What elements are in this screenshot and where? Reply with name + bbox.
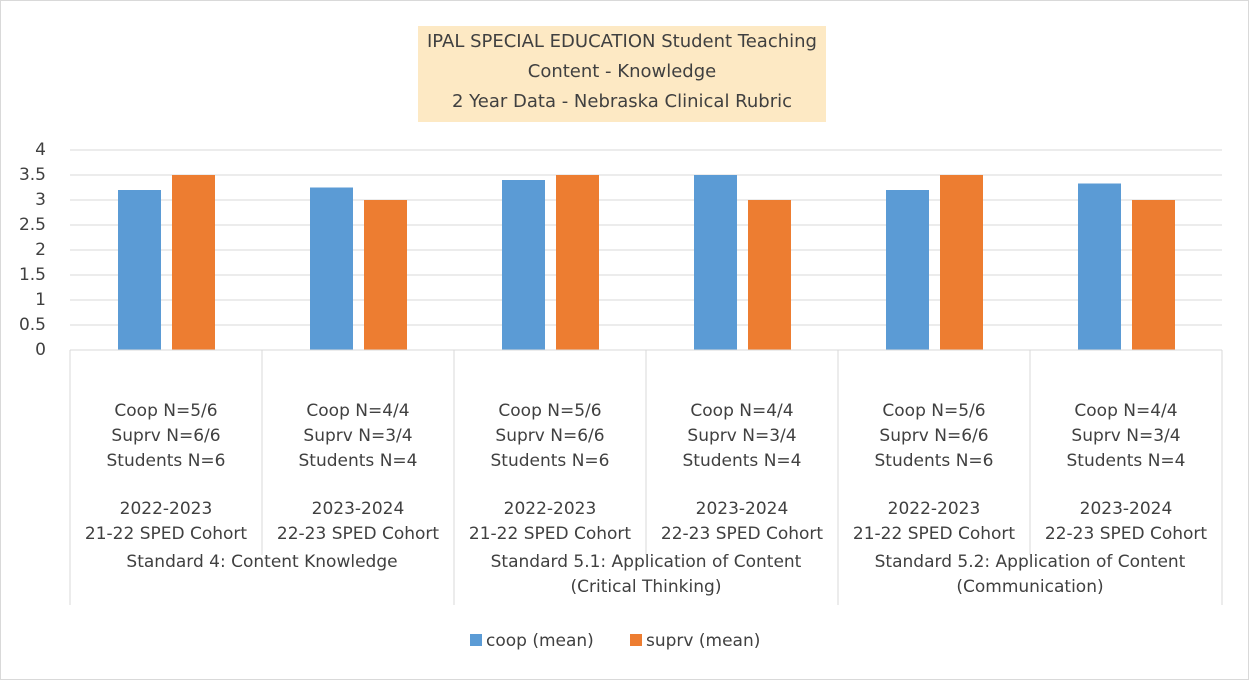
x-tick-label: 22-23 SPED Cohort xyxy=(1045,524,1208,544)
y-tick-label: 1.5 xyxy=(19,265,46,285)
y-tick-label: 0.5 xyxy=(19,315,46,335)
x-tick-label: Coop N=5/6 xyxy=(114,401,217,421)
bar xyxy=(940,175,983,350)
x-tick-label: Coop N=4/4 xyxy=(306,401,409,421)
y-tick-label: 4 xyxy=(35,140,46,160)
y-tick-label: 0 xyxy=(35,340,46,360)
legend-label: coop (mean) xyxy=(486,631,594,651)
x-tick-label: Students N=4 xyxy=(1067,451,1186,471)
bar xyxy=(118,190,161,350)
x-tick-label: Students N=4 xyxy=(683,451,802,471)
x-tick-label: Suprv N=6/6 xyxy=(879,426,988,446)
x-tick-label: 21-22 SPED Cohort xyxy=(85,524,248,544)
x-tick-label: Coop N=4/4 xyxy=(1074,401,1177,421)
bar xyxy=(364,200,407,350)
x-tick-label: Students N=4 xyxy=(299,451,418,471)
x-tick-label: Coop N=4/4 xyxy=(690,401,793,421)
group-label: Standard 4: Content Knowledge xyxy=(126,552,397,572)
x-tick-label: Students N=6 xyxy=(491,451,610,471)
x-tick-label: 2022-2023 xyxy=(504,499,597,519)
group-label: (Communication) xyxy=(956,577,1103,597)
legend-swatch xyxy=(630,634,642,646)
bar xyxy=(748,200,791,350)
x-tick-label: 21-22 SPED Cohort xyxy=(469,524,632,544)
x-tick-label: 2022-2023 xyxy=(888,499,981,519)
chart-title: IPAL SPECIAL EDUCATION Student Teaching xyxy=(427,31,817,52)
x-tick-label: 2023-2024 xyxy=(696,499,789,519)
legend-label: suprv (mean) xyxy=(646,631,760,651)
bar xyxy=(694,175,737,350)
y-tick-label: 1 xyxy=(35,290,46,310)
legend-swatch xyxy=(470,634,482,646)
bar xyxy=(1078,183,1121,350)
bar xyxy=(556,175,599,350)
x-tick-label: 22-23 SPED Cohort xyxy=(661,524,824,544)
group-label: Standard 5.2: Application of Content xyxy=(875,552,1186,572)
x-tick-label: Coop N=5/6 xyxy=(498,401,601,421)
x-tick-label: 2023-2024 xyxy=(1080,499,1173,519)
x-tick-label: Suprv N=6/6 xyxy=(111,426,220,446)
group-label: (Critical Thinking) xyxy=(571,577,722,597)
x-tick-label: Suprv N=6/6 xyxy=(495,426,604,446)
x-tick-label: Suprv N=3/4 xyxy=(1071,426,1180,446)
x-tick-label: 2023-2024 xyxy=(312,499,405,519)
x-tick-label: Suprv N=3/4 xyxy=(687,426,796,446)
bar xyxy=(310,187,353,350)
group-label: Standard 5.1: Application of Content xyxy=(491,552,802,572)
x-tick-label: Students N=6 xyxy=(875,451,994,471)
bar xyxy=(886,190,929,350)
chart-title: 2 Year Data - Nebraska Clinical Rubric xyxy=(452,91,792,112)
y-tick-label: 3.5 xyxy=(19,165,46,185)
x-tick-label: 21-22 SPED Cohort xyxy=(853,524,1016,544)
title-box xyxy=(418,26,826,122)
bar xyxy=(502,180,545,350)
y-tick-label: 3 xyxy=(35,190,46,210)
bar xyxy=(172,175,215,350)
chart-title: Content - Knowledge xyxy=(528,61,716,82)
x-tick-label: 2022-2023 xyxy=(120,499,213,519)
y-tick-label: 2.5 xyxy=(19,215,46,235)
x-tick-label: Suprv N=3/4 xyxy=(303,426,412,446)
x-tick-label: Students N=6 xyxy=(107,451,226,471)
x-tick-label: 22-23 SPED Cohort xyxy=(277,524,440,544)
bar xyxy=(1132,200,1175,350)
y-tick-label: 2 xyxy=(35,240,46,260)
x-tick-label: Coop N=5/6 xyxy=(882,401,985,421)
